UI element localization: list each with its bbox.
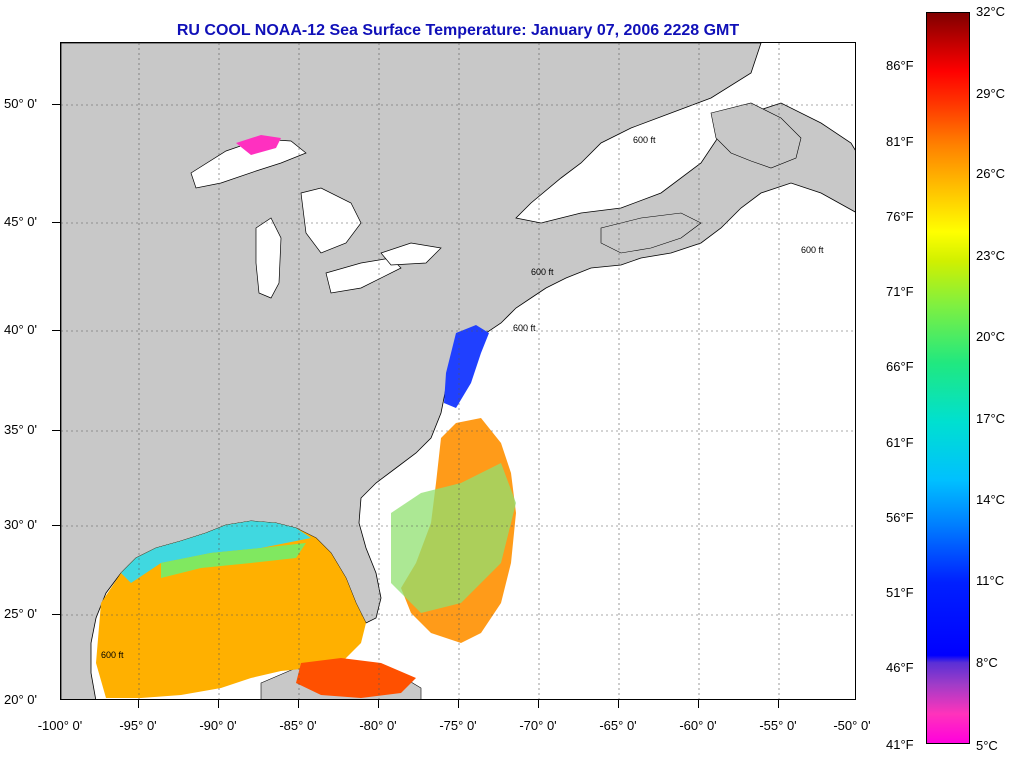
- colorbar-celsius-label: 32°C: [976, 4, 1006, 19]
- lat-label-40: 40° 0': [4, 322, 37, 337]
- lon-tick: [698, 700, 699, 708]
- colorbar-celsius-label: 20°C: [976, 329, 1006, 344]
- lon-label-90: -90° 0': [199, 718, 237, 733]
- isobath-label: 600 ft: [801, 245, 824, 255]
- temperature-colorbar: [926, 12, 970, 744]
- lat-label-30: 30° 0': [4, 517, 37, 532]
- colorbar-celsius-label: 8°C: [976, 655, 998, 670]
- lat-label-25: 25° 0': [4, 606, 37, 621]
- lon-tick: [538, 700, 539, 708]
- colorbar-celsius-label: 5°C: [976, 738, 998, 753]
- colorbar-fahrenheit-label: 51°F: [886, 585, 914, 600]
- colorbar-fahrenheit-label: 41°F: [886, 737, 914, 752]
- lon-label-70: -70° 0': [519, 718, 557, 733]
- colorbar-fahrenheit-label: 61°F: [886, 435, 914, 450]
- lon-label-100: -100° 0': [37, 718, 83, 733]
- colorbar-fahrenheit-label: 81°F: [886, 134, 914, 149]
- lat-tick: [52, 614, 60, 615]
- colorbar-fahrenheit-label: 56°F: [886, 510, 914, 525]
- lon-label-50: -50° 0': [833, 718, 871, 733]
- lon-tick: [378, 700, 379, 708]
- lon-label-65: -65° 0': [599, 718, 637, 733]
- map-title: RU COOL NOAA-12 Sea Surface Temperature:…: [176, 22, 740, 39]
- lon-tick: [218, 700, 219, 708]
- colorbar-fahrenheit-label: 46°F: [886, 660, 914, 675]
- lat-tick: [52, 104, 60, 105]
- colorbar-fahrenheit-label: 66°F: [886, 359, 914, 374]
- isobath-label: 600 ft: [633, 135, 656, 145]
- sst-map[interactable]: 600 ft 600 ft 600 ft 600 ft 600 ft: [60, 42, 856, 700]
- lat-tick: [52, 330, 60, 331]
- lon-tick: [138, 700, 139, 708]
- colorbar-celsius-label: 17°C: [976, 411, 1006, 426]
- colorbar-celsius-label: 29°C: [976, 86, 1006, 101]
- lat-label-45: 45° 0': [4, 214, 37, 229]
- lon-label-95: -95° 0': [119, 718, 157, 733]
- lat-tick: [52, 430, 60, 431]
- lon-label-55: -55° 0': [759, 718, 797, 733]
- lat-label-50: 50° 0': [4, 96, 37, 111]
- lon-label-80: -80° 0': [359, 718, 397, 733]
- lon-label-60: -60° 0': [679, 718, 717, 733]
- colorbar-celsius-label: 23°C: [976, 248, 1006, 263]
- colorbar-fahrenheit-label: 76°F: [886, 209, 914, 224]
- lat-tick: [52, 222, 60, 223]
- isobath-labels: 600 ft 600 ft 600 ft 600 ft 600 ft: [101, 135, 824, 660]
- lon-tick: [458, 700, 459, 708]
- colorbar-celsius-label: 11°C: [976, 573, 1005, 588]
- lon-tick: [618, 700, 619, 708]
- lon-tick: [298, 700, 299, 708]
- lat-label-35: 35° 0': [4, 422, 37, 437]
- colorbar-fahrenheit-label: 86°F: [886, 58, 914, 73]
- lon-tick: [778, 700, 779, 708]
- lon-label-85: -85° 0': [279, 718, 317, 733]
- lon-label-75: -75° 0': [439, 718, 477, 733]
- lat-tick: [52, 525, 60, 526]
- colorbar-celsius-label: 26°C: [976, 166, 1006, 181]
- isobath-label: 600 ft: [531, 267, 554, 277]
- sst-data: [96, 135, 516, 698]
- isobath-label: 600 ft: [513, 323, 536, 333]
- great-lakes: [190, 138, 442, 299]
- lat-label-20: 20° 0': [4, 692, 37, 707]
- colorbar-fahrenheit-label: 71°F: [886, 284, 914, 299]
- colorbar-celsius-label: 14°C: [976, 492, 1006, 507]
- isobath-label: 600 ft: [101, 650, 124, 660]
